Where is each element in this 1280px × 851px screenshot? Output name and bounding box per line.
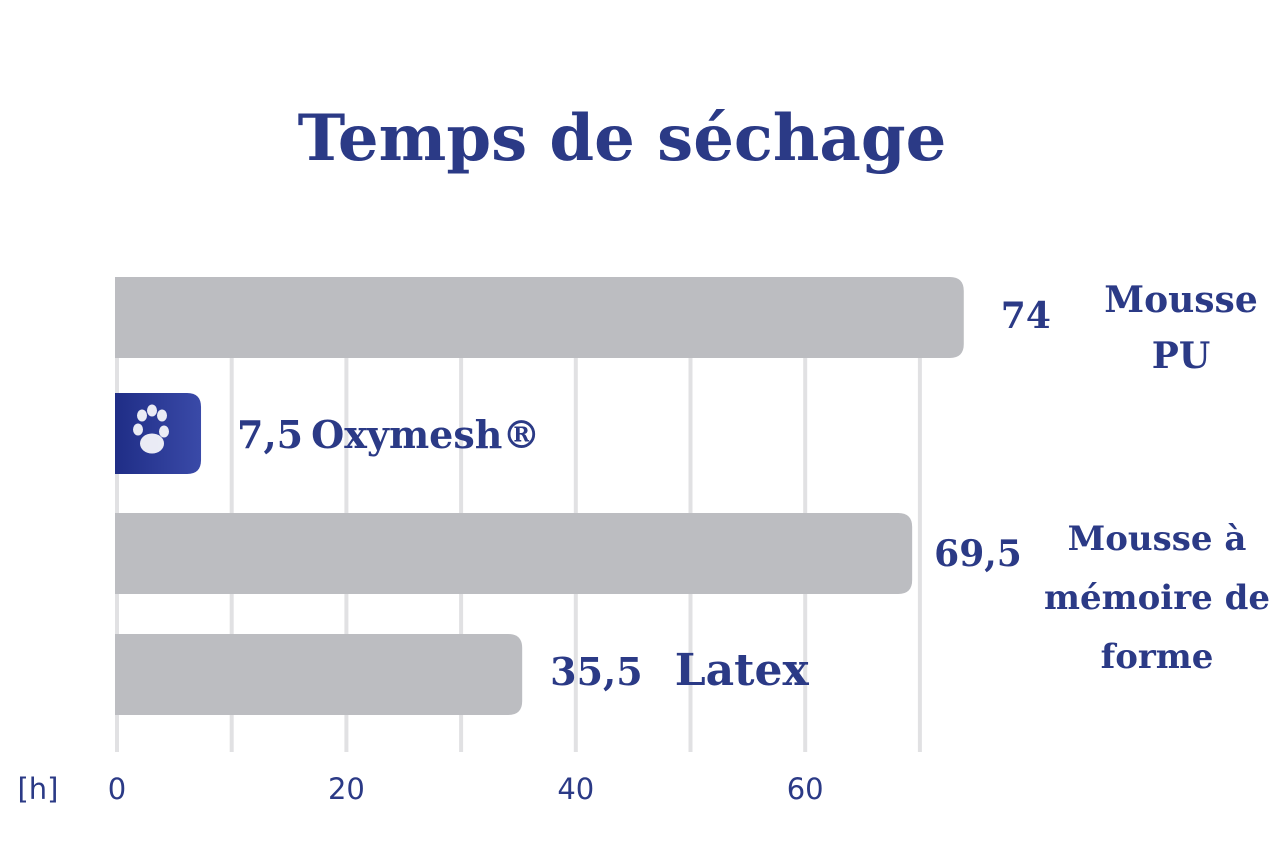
bar: [115, 634, 523, 715]
category-label: Latex: [675, 645, 810, 696]
x-tick-label: 40: [557, 772, 594, 806]
value-label: 7,5: [237, 412, 303, 457]
x-axis: [h] 0 20 40 60: [17, 772, 823, 806]
value-label: 74: [1001, 295, 1051, 337]
category-label: Oxymesh®: [311, 412, 540, 457]
value-label: 35,5: [550, 649, 643, 694]
x-tick-label: 20: [328, 772, 365, 806]
bar: [115, 277, 964, 358]
value-label: 69,5: [934, 533, 1022, 575]
bar: [115, 513, 913, 594]
bar-labels: 74 Mousse PU 7,5 Oxymesh® 69,5 Mousse à mémoire…: [237, 279, 1270, 696]
category-label: Mousse PU: [1104, 279, 1257, 377]
bar-highlight: [115, 393, 202, 474]
bars: [115, 277, 964, 715]
paw-print-icon: [133, 404, 170, 454]
axis-unit-label: [h]: [17, 772, 58, 806]
chart-title: Temps de séchage: [298, 101, 947, 176]
x-tick-label: 60: [787, 772, 824, 806]
category-label: Mousse à mémoire de forme: [1044, 519, 1270, 677]
x-tick-label: 0: [108, 772, 126, 806]
